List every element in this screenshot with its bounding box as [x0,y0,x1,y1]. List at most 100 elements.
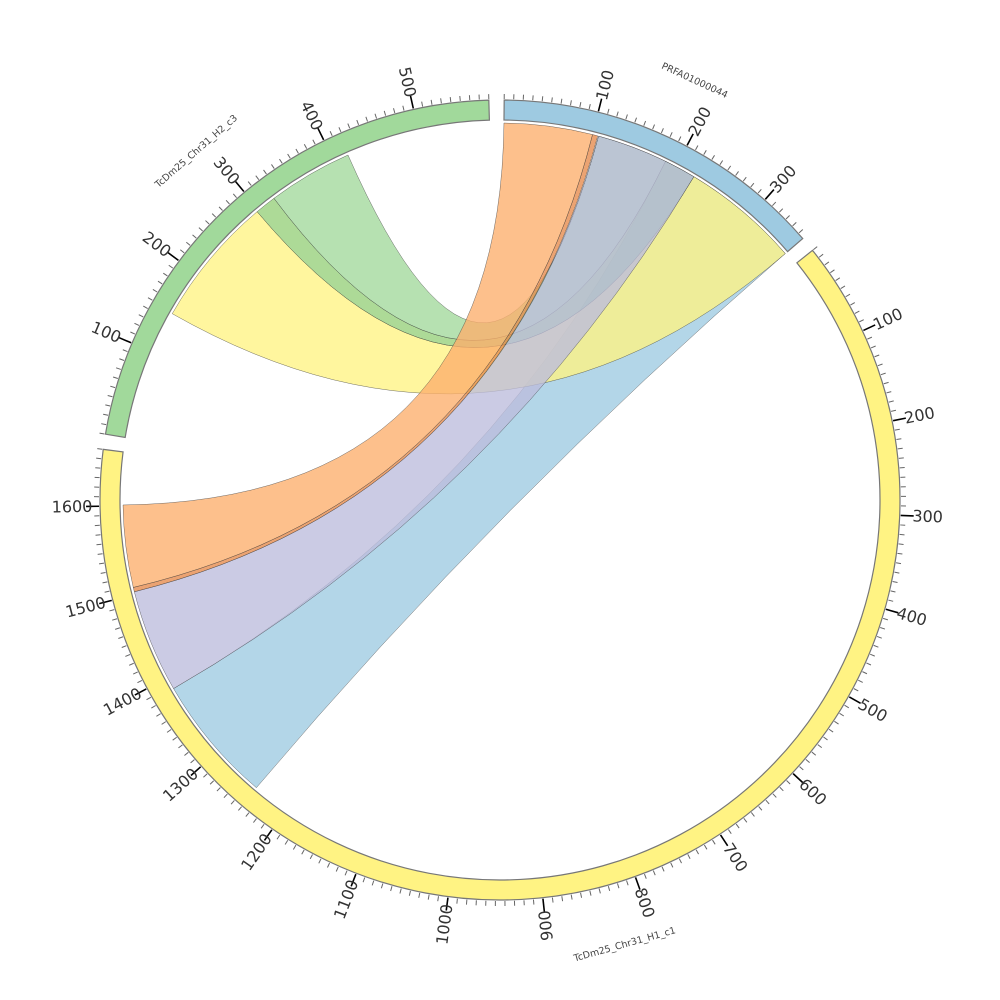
minor-tick [186,241,191,246]
minor-tick [287,153,291,159]
minor-tick [898,457,904,459]
minor-tick [137,680,143,684]
minor-tick [853,688,859,692]
chromosome-blue[interactable] [503,99,804,253]
minor-tick [812,246,818,251]
major-tick [719,834,729,847]
minor-tick [184,751,189,756]
minor-tick [103,413,109,416]
minor-tick [669,132,673,138]
minor-tick [579,102,582,108]
minor-tick [247,181,252,186]
minor-tick [711,155,715,160]
minor-tick [643,873,647,879]
minor-tick [371,880,375,886]
minor-tick [421,101,424,107]
major-tick [792,773,804,784]
minor-tick [190,759,195,764]
minor-tick [862,671,868,675]
minor-tick [390,886,393,892]
major-tick [118,336,132,344]
minor-tick [109,609,115,612]
minor-tick [134,322,140,326]
tick-label: 1000 [432,903,456,946]
minor-tick [115,367,122,370]
minor-tick [541,96,544,102]
minor-tick [143,305,148,309]
tick-label: 1500 [64,593,108,622]
major-tick [317,127,325,141]
minor-tick [835,277,841,281]
minor-tick [312,139,316,145]
minor-tick [687,854,691,859]
minor-tick [128,662,134,666]
minor-tick [757,188,762,194]
minor-tick [652,870,656,876]
minor-tick [179,249,185,254]
minor-tick [163,272,168,277]
minor-tick [119,358,125,361]
minor-tick [890,590,896,593]
minor-tick [894,428,900,431]
minor-tick [456,898,458,904]
minor-tick [670,862,674,868]
tick-label: 100 [870,304,906,334]
minor-tick [102,581,108,584]
minor-tick [850,302,856,306]
minor-tick [338,127,342,133]
minor-tick [839,712,845,717]
minor-tick [712,839,716,845]
minor-tick [168,264,174,269]
minor-tick [873,644,879,648]
minor-tick [96,543,102,546]
minor-tick [858,679,863,683]
minor-tick [880,626,886,630]
minor-tick [271,164,275,169]
minor-tick [230,800,235,805]
minor-tick [634,117,638,123]
minor-tick [765,799,770,805]
minor-tick [125,654,131,657]
minor-tick [161,721,167,725]
minor-tick [279,158,283,164]
minor-tick [263,169,267,175]
minor-tick [211,213,217,218]
minor-tick [399,888,402,894]
major-tick [764,189,775,200]
tick-label: 300 [912,506,943,526]
tick-label: 1600 [52,497,93,517]
minor-tick [132,671,138,675]
minor-tick [897,552,903,555]
minor-tick [854,310,860,314]
minor-tick [824,261,830,266]
minor-tick [551,897,554,903]
minor-tick [882,617,889,621]
minor-tick [295,148,299,154]
minor-tick [347,123,351,129]
minor-tick [876,635,882,639]
minor-tick [880,372,886,376]
tick-label: 700 [719,839,752,875]
minor-tick [380,883,384,889]
tick-label: 100 [88,317,124,346]
minor-tick [303,144,308,149]
minor-tick [890,409,897,412]
minor-tick [867,336,873,340]
minor-tick [811,751,817,756]
minor-tick [598,888,601,894]
minor-tick [661,866,665,872]
minor-tick [735,171,739,176]
minor-tick [840,285,846,290]
major-tick [542,898,546,912]
tick-label: 200 [139,228,175,261]
minor-tick [828,728,834,733]
minor-tick [589,890,592,896]
minor-tick [894,571,900,574]
chromosome-green[interactable] [104,99,491,439]
major-tick [263,829,273,841]
minor-tick [318,858,322,864]
minor-tick [551,97,553,103]
minor-tick [301,849,305,855]
minor-tick [896,438,902,440]
chromosome-yellow[interactable] [99,249,901,901]
